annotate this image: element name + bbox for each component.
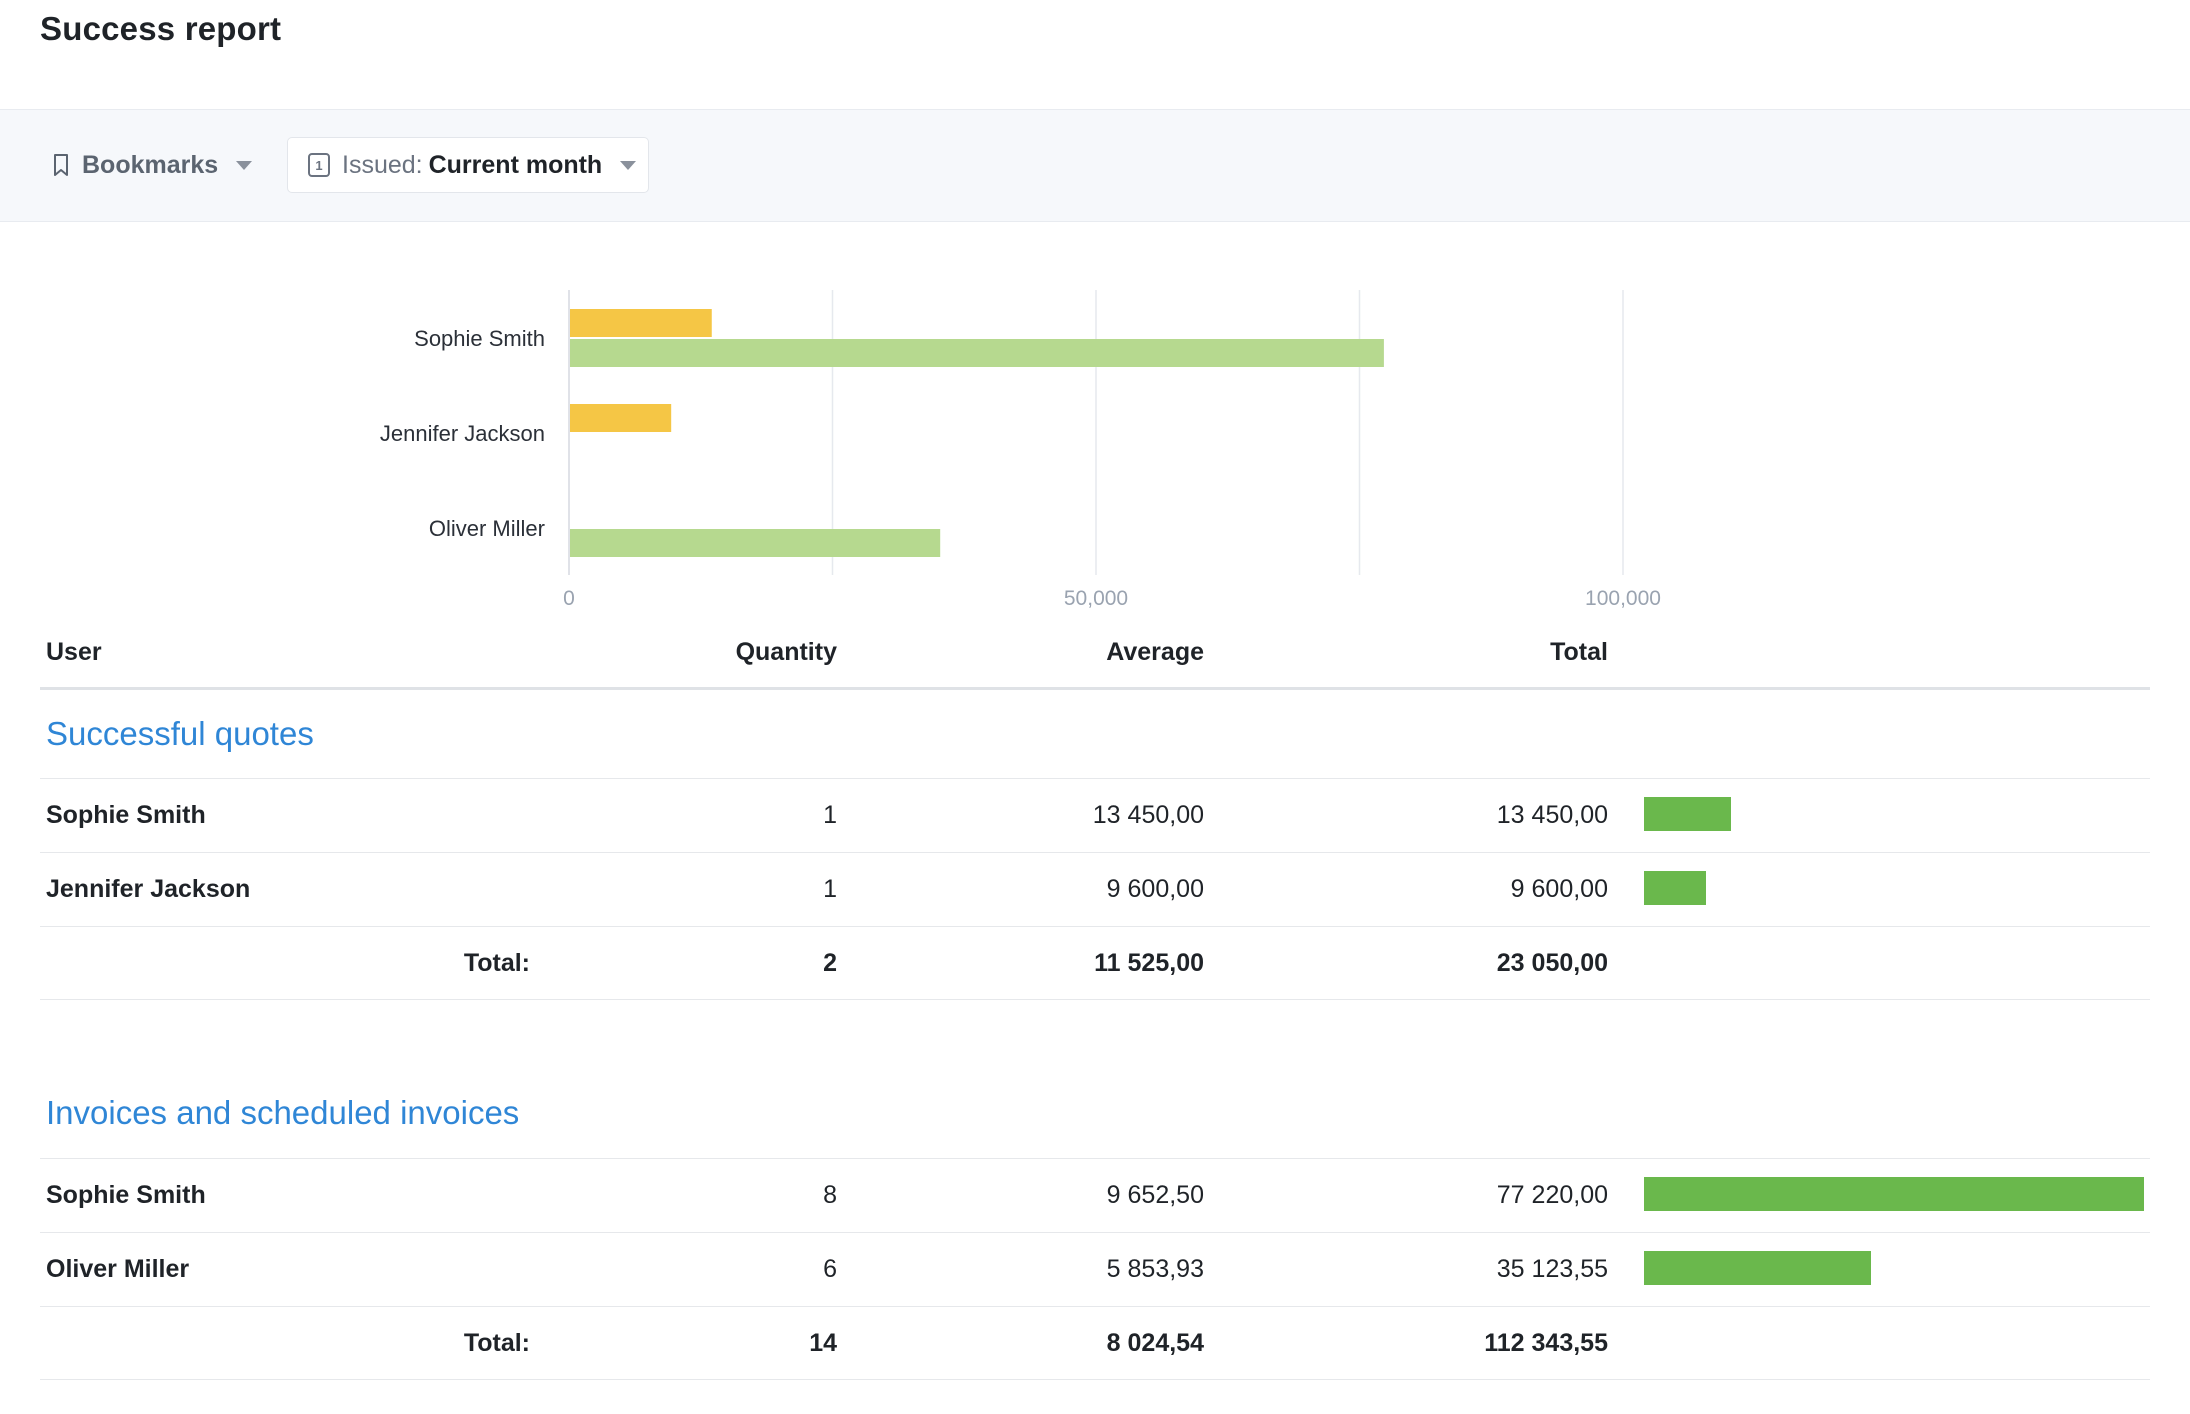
average-value: 13 450,00 xyxy=(1092,801,1204,829)
quantity-value: 8 xyxy=(823,1181,837,1209)
section-title-successful-quotes: Successful quotes xyxy=(46,715,314,752)
table-row: Jennifer Jackson 1 9 600,00 9 600,00 xyxy=(40,852,2150,926)
bookmark-icon xyxy=(54,154,68,176)
total-bar xyxy=(1644,1251,1871,1285)
issued-filter-dropdown[interactable]: 1 Issued: Current month xyxy=(287,137,649,193)
page-title: Success report xyxy=(40,10,282,47)
average-value: 5 853,93 xyxy=(1106,1255,1204,1283)
average-total: 8 024,54 xyxy=(1106,1329,1204,1357)
total-label: Total: xyxy=(463,1329,530,1357)
quantity-total: 2 xyxy=(823,949,837,977)
average-value: 9 652,50 xyxy=(1106,1181,1204,1209)
average-total: 11 525,00 xyxy=(1094,949,1204,977)
user-name: Sophie Smith xyxy=(46,1181,206,1209)
chart-bar xyxy=(570,529,941,557)
quantity-value: 1 xyxy=(823,801,837,829)
total-value: 9 600,00 xyxy=(1510,875,1608,903)
category-label: Sophie Smith xyxy=(414,326,545,351)
user-name: Oliver Miller xyxy=(46,1255,190,1283)
table-row: Oliver Miller 6 5 853,93 35 123,55 xyxy=(40,1232,2150,1306)
total-bar xyxy=(1644,871,1706,905)
total-bar xyxy=(1644,1177,2144,1211)
grand-total: 23 050,00 xyxy=(1496,949,1608,977)
chart-bar xyxy=(570,309,712,337)
filter-bar: Bookmarks 1 Issued: Current month xyxy=(0,109,2190,222)
table-row: Sophie Smith 8 9 652,50 77 220,00 xyxy=(40,1158,2150,1232)
column-header-total: Total xyxy=(1550,638,1608,666)
category-label: Jennifer Jackson xyxy=(380,421,545,446)
total-value: 13 450,00 xyxy=(1496,801,1608,829)
quantity-value: 6 xyxy=(823,1255,837,1283)
table-header: User Quantity Average Total xyxy=(40,620,2150,690)
total-value: 35 123,55 xyxy=(1496,1255,1608,1283)
table-total-row: Total: 14 8 024,54 112 343,55 xyxy=(40,1306,2150,1380)
average-value: 9 600,00 xyxy=(1106,875,1204,903)
calendar-icon: 1 xyxy=(308,153,330,177)
bookmarks-dropdown[interactable]: Bookmarks xyxy=(52,137,253,193)
success-bar-chart: Sophie Smith Jennifer Jackson Oliver Mille… xyxy=(380,290,1661,610)
x-tick-label: 0 xyxy=(563,587,575,610)
issued-filter-prefix: Issued: xyxy=(342,150,423,179)
total-bar xyxy=(1644,797,1731,831)
column-header-average: Average xyxy=(1106,638,1204,666)
total-value: 77 220,00 xyxy=(1496,1181,1608,1209)
x-tick-label: 100,000 xyxy=(1585,587,1661,610)
total-label: Total: xyxy=(463,949,530,977)
quantity-value: 1 xyxy=(823,875,837,903)
column-header-user: User xyxy=(46,638,102,666)
chart-bar xyxy=(570,404,672,432)
chevron-down-icon xyxy=(236,160,253,170)
section-title-invoices: Invoices and scheduled invoices xyxy=(46,1094,520,1131)
user-name: Sophie Smith xyxy=(46,801,206,829)
user-name: Jennifer Jackson xyxy=(46,875,251,903)
category-label: Oliver Miller xyxy=(429,516,545,541)
table-total-row: Total: 2 11 525,00 23 050,00 xyxy=(40,926,2150,1000)
chart-bar xyxy=(570,339,1384,367)
column-header-quantity: Quantity xyxy=(735,638,837,666)
chevron-down-icon xyxy=(620,160,637,170)
bookmarks-label: Bookmarks xyxy=(82,150,219,179)
x-tick-label: 50,000 xyxy=(1064,587,1128,610)
quantity-total: 14 xyxy=(809,1329,837,1357)
issued-filter-value: Current month xyxy=(428,150,603,179)
grand-total: 112 343,55 xyxy=(1484,1329,1608,1357)
table-row: Sophie Smith 1 13 450,00 13 450,00 xyxy=(40,778,2150,852)
